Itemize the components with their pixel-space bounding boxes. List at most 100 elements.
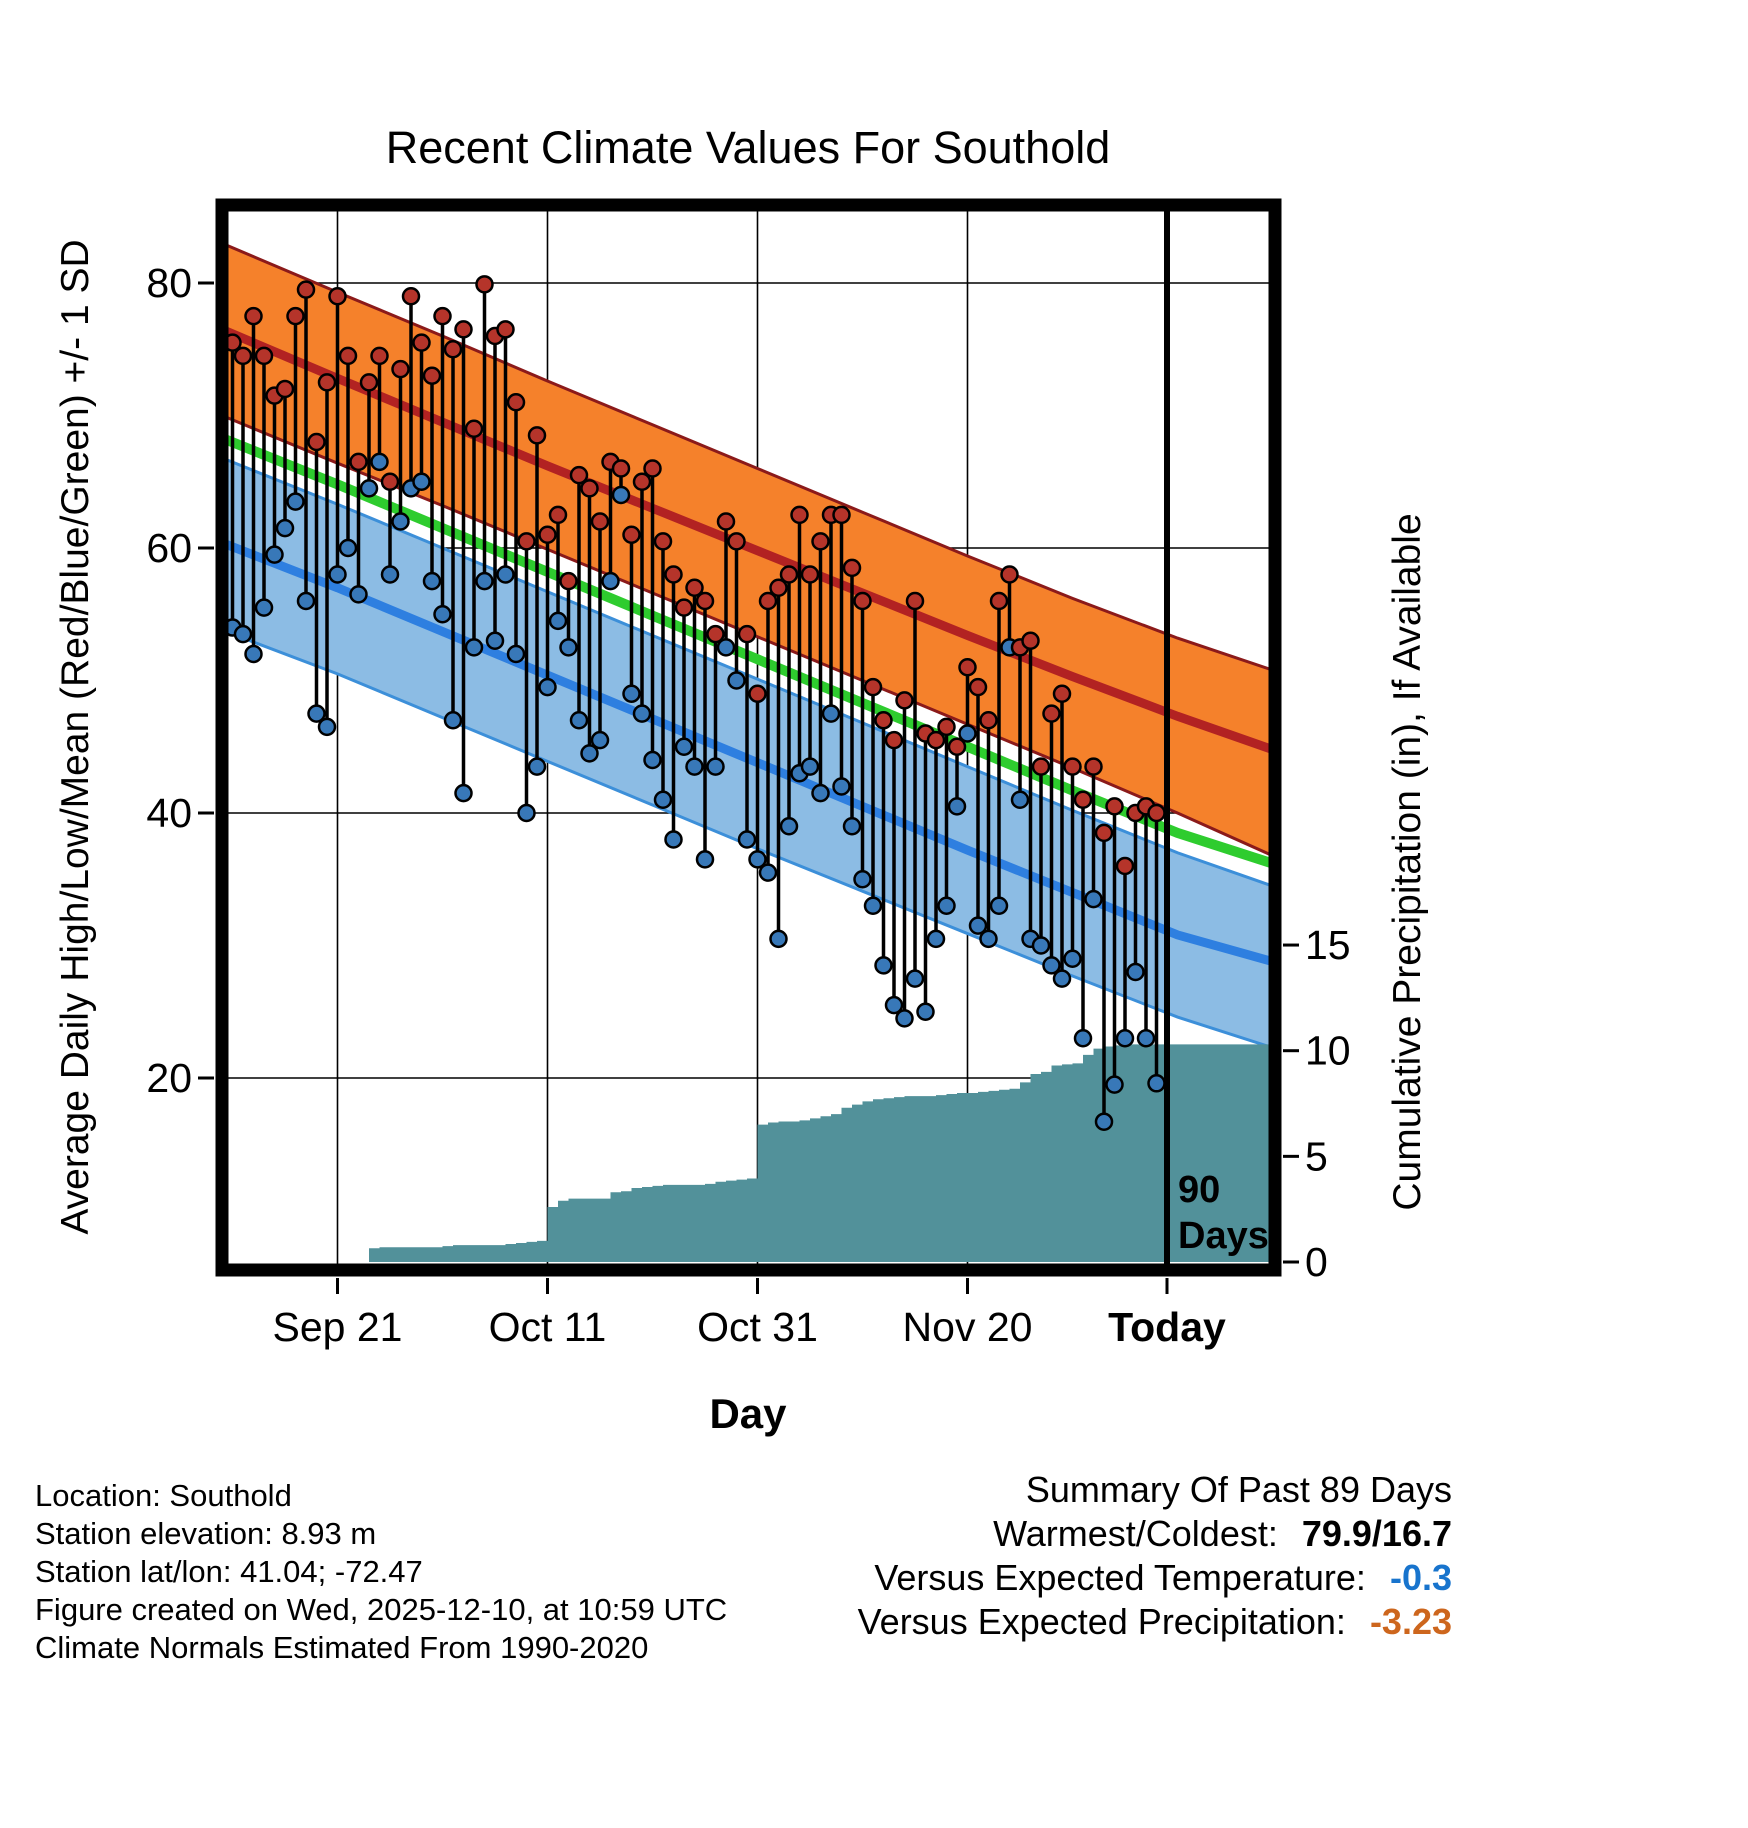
footer-normals-source: Climate Normals Estimated From 1990-2020	[35, 1630, 648, 1665]
daily-low-dot	[926, 929, 946, 949]
y-right-tick-label: 5	[1305, 1133, 1328, 1179]
daily-high-dot	[338, 346, 358, 366]
summary-vs-precipitation-value: -3.23	[1370, 1601, 1452, 1642]
daily-high-dot	[653, 532, 673, 551]
precip-area	[222, 1044, 1275, 1262]
daily-low-dot	[1105, 1075, 1124, 1094]
daily-high-dot	[517, 532, 536, 551]
daily-low-dot	[275, 518, 295, 538]
daily-high-dot	[1063, 757, 1082, 776]
daily-high-dot	[968, 677, 988, 697]
daily-low-dot	[842, 817, 862, 836]
daily-high-dot	[244, 306, 263, 326]
cumulative-precip	[222, 1044, 1275, 1262]
daily-low-dot	[811, 783, 830, 803]
daily-low-dot	[569, 711, 589, 730]
daily-low-dot	[643, 750, 662, 770]
x-tick-label: Sep 21	[273, 1304, 403, 1350]
daily-low-dot	[412, 472, 431, 491]
daily-low-dot	[832, 777, 851, 796]
y-left-tick-label: 20	[146, 1055, 192, 1101]
chart-title: Recent Climate Values For Southold	[386, 122, 1111, 173]
daily-low-dot	[979, 929, 998, 949]
daily-low-dot	[433, 605, 452, 624]
daily-low-dot	[254, 598, 274, 617]
daily-low-dot	[1084, 889, 1103, 909]
daily-low-dot	[496, 565, 515, 584]
daily-high-dot	[1094, 823, 1114, 843]
daily-high-dot	[1042, 704, 1061, 723]
daily-high-dot	[905, 591, 925, 611]
daily-high-dot	[422, 366, 442, 385]
daily-high-dot	[989, 591, 1009, 611]
daily-low-dot	[1042, 956, 1061, 975]
x-tick-label: Oct 31	[697, 1304, 818, 1350]
daily-low-dot	[233, 624, 253, 644]
daily-high-dot	[328, 287, 347, 306]
daily-high-dot	[937, 717, 956, 737]
daily-low-dot	[1063, 949, 1082, 968]
daily-high-dot	[727, 532, 746, 551]
daily-high-dot	[254, 346, 274, 366]
daily-low-dot	[1126, 962, 1145, 982]
daily-high-dot	[811, 532, 830, 551]
daily-high-dot	[527, 426, 547, 445]
daily-high-dot	[895, 691, 914, 710]
today-marker-label-line2: Days	[1178, 1215, 1269, 1257]
daily-high-dot	[391, 359, 410, 379]
daily-low-dot	[380, 565, 400, 584]
daily-high-dot	[695, 591, 715, 611]
daily-low-dot	[485, 631, 505, 650]
daily-low-dot	[737, 830, 757, 849]
plot-area: Sep 21 Oct 11 Oct 31 Nov 20 Today 20 40 60 80 0 5 1…	[146, 198, 1351, 1350]
daily-low-dot	[538, 677, 557, 697]
daily-low-dot	[874, 956, 893, 975]
daily-low-dot	[265, 545, 284, 564]
daily-high-dot	[1052, 684, 1072, 703]
daily-high-dot	[979, 711, 998, 730]
daily-low-dot	[307, 704, 326, 723]
daily-low-dot	[884, 995, 904, 1015]
daily-high-dot	[454, 320, 473, 339]
daily-high-dot	[842, 558, 862, 578]
daily-high-dot	[433, 306, 452, 326]
daily-high-dot	[758, 591, 778, 611]
daily-high-dot	[506, 393, 526, 412]
daily-high-dot	[233, 346, 253, 366]
daily-low-dot	[370, 452, 389, 472]
daily-low-dot	[695, 850, 715, 869]
daily-low-dot	[506, 644, 526, 664]
daily-low-dot	[769, 929, 788, 949]
daily-low-dot	[1010, 790, 1030, 809]
daily-high-dot	[286, 306, 305, 326]
y-left-axis-label: Average Daily High/Low/Mean (Red/Blue/Gr…	[54, 239, 97, 1234]
summary-vs-precipitation-label: Versus Expected Precipitation:	[858, 1601, 1346, 1642]
daily-high-dot	[769, 578, 788, 597]
daily-high-dot	[947, 737, 967, 756]
summary-block: Summary Of Past 89 Days Warmest/Coldest:…	[858, 1469, 1452, 1642]
daily-low-dot	[916, 1002, 935, 1021]
daily-low-dot	[590, 730, 610, 750]
daily-low-dot	[286, 492, 305, 511]
daily-high-dot	[611, 459, 631, 478]
footer-latlon: Station lat/lon: 41.04; -72.47	[35, 1554, 423, 1589]
daily-high-dot	[706, 624, 725, 644]
daily-low-dot	[958, 724, 977, 743]
summary-vs-temperature-value: -0.3	[1390, 1557, 1452, 1598]
daily-high-dot	[884, 730, 904, 750]
summary-vs-precipitation: Versus Expected Precipitation: -3.23	[858, 1601, 1452, 1642]
daily-low-dot	[244, 644, 263, 664]
daily-high-dot	[1105, 797, 1124, 816]
daily-low-dot	[800, 757, 820, 776]
x-axis-label: Day	[709, 1390, 787, 1437]
overlay	[215, 198, 1282, 1277]
daily-low-dot	[853, 870, 872, 889]
y-right-tick-label: 10	[1305, 1028, 1351, 1074]
daily-low-dot	[1136, 1029, 1156, 1048]
daily-high-dot	[1021, 631, 1040, 650]
daily-high-dot	[349, 452, 368, 472]
daily-low-dot	[664, 830, 683, 849]
daily-low-dot	[601, 571, 620, 591]
daily-low-dot	[1094, 1112, 1114, 1131]
x-tick-label: Nov 20	[903, 1304, 1033, 1350]
